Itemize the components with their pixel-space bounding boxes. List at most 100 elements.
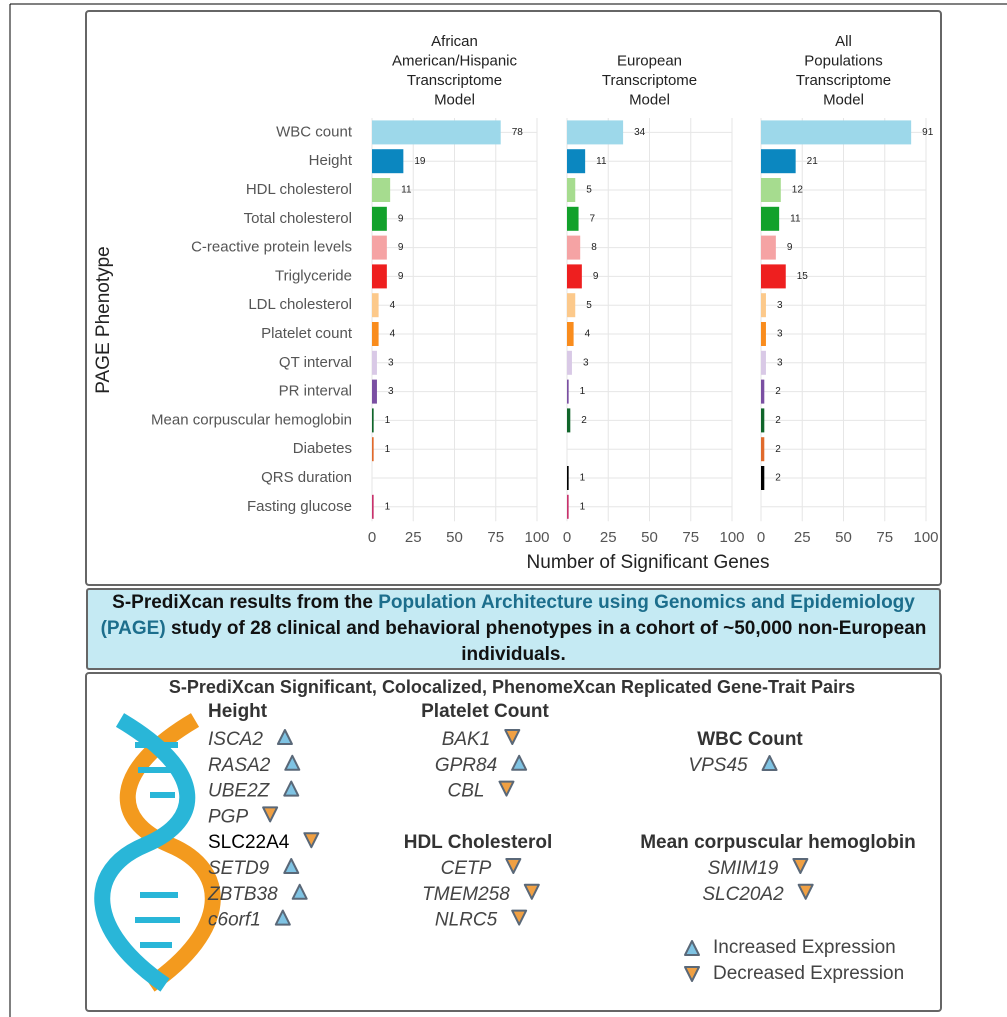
trait-title: WBC Count — [697, 729, 803, 750]
x-tick-label: 75 — [682, 529, 699, 546]
value-label: 9 — [398, 242, 404, 253]
gene-name: NLRC5 — [435, 910, 498, 931]
bar — [567, 149, 586, 174]
value-label: 3 — [777, 357, 783, 368]
value-label: 1 — [385, 501, 391, 512]
bar — [372, 408, 374, 433]
value-label: 1 — [580, 386, 586, 397]
value-label: 5 — [586, 300, 592, 311]
bar — [761, 293, 766, 318]
category-label: WBC count — [276, 123, 353, 140]
value-label: 9 — [593, 271, 599, 282]
value-label: 11 — [596, 156, 607, 167]
bar — [567, 466, 569, 490]
panel-title: Model — [629, 91, 670, 108]
bar — [567, 494, 569, 519]
bar — [761, 466, 765, 490]
decrease-marker — [303, 832, 320, 849]
banner-part: Population Architecture using Genomics a… — [100, 592, 915, 639]
panel-title: European — [617, 52, 682, 69]
panel-title: Model — [823, 91, 864, 108]
legend-label: Increased Expression — [713, 937, 896, 958]
bar — [372, 293, 379, 318]
panel-title: Model — [434, 91, 475, 108]
category-label: Diabetes — [293, 440, 352, 457]
value-label: 2 — [581, 415, 587, 426]
value-label: 8 — [591, 242, 597, 253]
value-label: 2 — [775, 444, 781, 455]
increase-marker — [283, 858, 300, 874]
value-label: 3 — [388, 357, 394, 368]
value-label: 3 — [777, 329, 783, 340]
value-label: 4 — [390, 329, 396, 340]
x-tick-label: 50 — [641, 529, 658, 546]
bar — [372, 437, 374, 462]
value-label: 34 — [634, 127, 646, 138]
dna-icon — [94, 713, 221, 992]
banner: S-PrediXcan results from the Population … — [86, 588, 941, 670]
trait-title: Platelet Count — [421, 701, 549, 722]
bar — [372, 206, 387, 231]
chart-panel — [85, 10, 942, 586]
bar — [761, 120, 912, 145]
bar — [567, 322, 574, 346]
bar — [761, 379, 765, 404]
decrease-marker — [498, 780, 515, 797]
category-label: HDL cholesterol — [246, 181, 352, 198]
increase-marker — [684, 940, 700, 956]
increase-marker — [284, 754, 301, 771]
decrease-marker — [523, 883, 540, 900]
increase-marker — [511, 754, 528, 771]
gene-name: CETP — [441, 858, 492, 879]
bar — [761, 178, 781, 202]
gene-panel-title: S-PrediXcan Significant, Colocalized, Ph… — [169, 677, 855, 697]
gene-name: PGP — [208, 806, 248, 827]
decrease-marker — [511, 909, 528, 926]
panel-title: Transcriptome — [407, 72, 502, 89]
panel-title: American/Hispanic — [392, 52, 518, 69]
value-label: 9 — [787, 242, 793, 253]
bar — [567, 120, 624, 145]
category-label: Height — [309, 152, 353, 169]
bar — [372, 178, 391, 202]
value-label: 3 — [583, 357, 589, 368]
increase-marker — [283, 780, 300, 797]
bar — [372, 350, 377, 375]
value-label: 2 — [775, 386, 781, 397]
trait-title: HDL Cholesterol — [404, 832, 553, 853]
x-tick-label: 0 — [368, 529, 376, 546]
value-label: 4 — [390, 300, 396, 311]
bar — [567, 264, 582, 289]
gene-name: SMIM19 — [708, 858, 779, 879]
category-label: LDL cholesterol — [248, 296, 352, 313]
decrease-marker — [792, 858, 809, 874]
panel-title: All — [835, 33, 852, 50]
value-label: 15 — [797, 271, 809, 282]
bar — [761, 437, 765, 462]
x-tick-label: 0 — [563, 529, 571, 546]
category-label: QT interval — [279, 354, 352, 371]
bar — [372, 235, 387, 260]
bar — [761, 322, 766, 346]
increase-marker — [276, 729, 293, 745]
bar — [761, 206, 780, 231]
gene-name: c6orf1 — [208, 910, 261, 931]
category-label: Triglyceride — [275, 267, 352, 284]
bar — [567, 293, 576, 318]
bar — [372, 120, 501, 145]
x-tick-label: 0 — [757, 529, 765, 546]
bar — [567, 350, 572, 375]
category-label: C-reactive protein levels — [191, 239, 352, 256]
value-label: 11 — [790, 213, 801, 224]
gene-name: VPS45 — [688, 755, 748, 776]
x-tick-label: 100 — [524, 529, 549, 546]
trait-title: Height — [208, 701, 268, 722]
bar — [567, 178, 576, 202]
gene-name: RASA2 — [208, 755, 271, 776]
panel-title: Transcriptome — [796, 72, 891, 89]
value-label: 5 — [586, 185, 592, 196]
category-label: QRS duration — [261, 469, 352, 486]
x-tick-label: 75 — [487, 529, 504, 546]
